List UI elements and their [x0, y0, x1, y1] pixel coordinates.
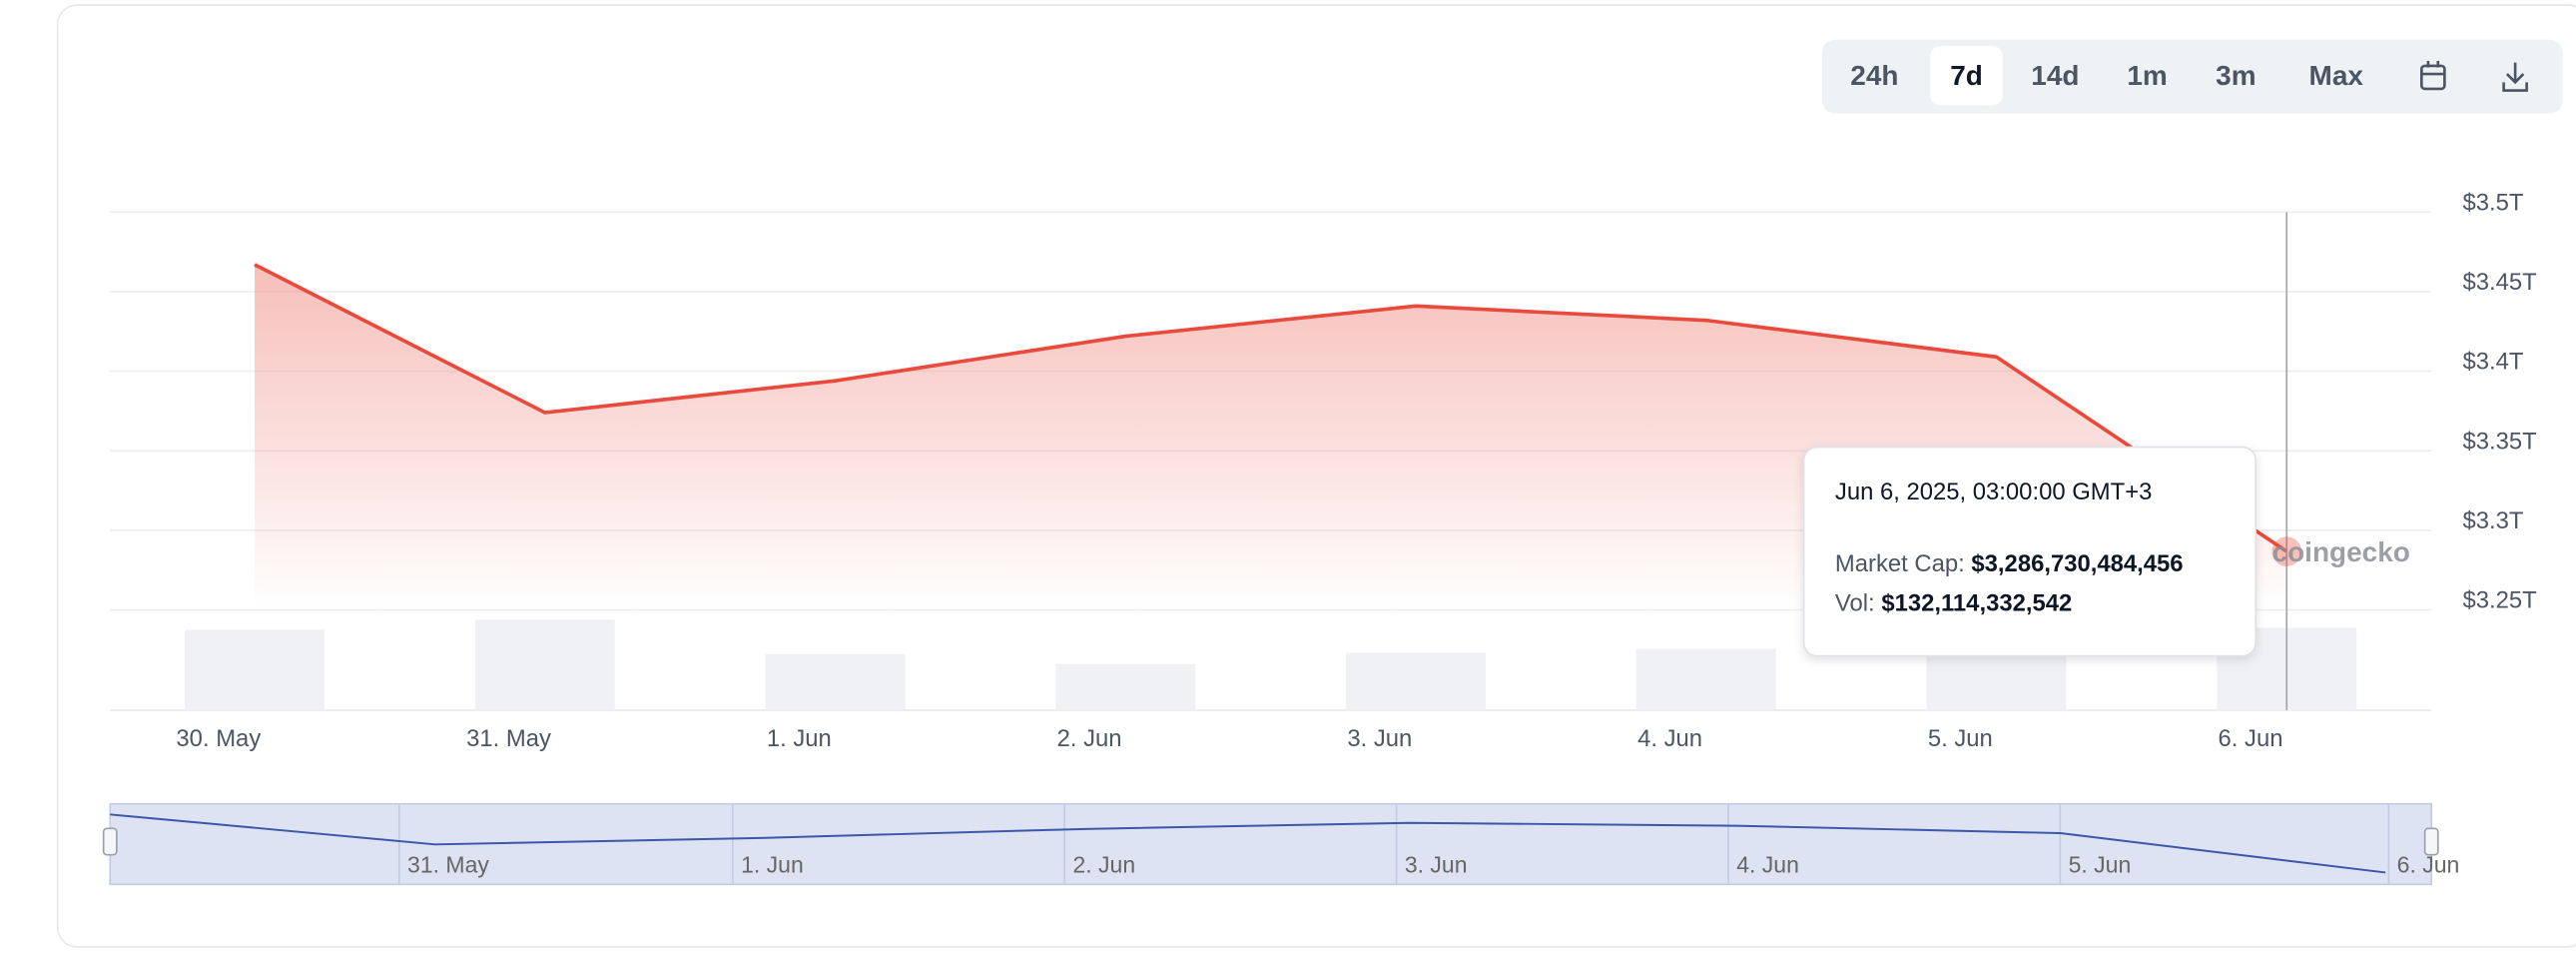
y-tick-label: $3.5T: [2462, 189, 2523, 216]
x-tick-label: 1. Jun: [767, 725, 832, 752]
x-tick-label: 31. May: [466, 725, 551, 752]
active-button-bg: [1930, 46, 2003, 106]
hover-point: [2271, 536, 2302, 566]
y-tick-label: $3.45T: [2462, 269, 2537, 296]
tooltip: [1802, 446, 2256, 657]
navigator-label: 2. Jun: [1072, 851, 1135, 877]
y-tick-label: $3.3T: [2462, 507, 2523, 534]
x-tick-label: 2. Jun: [1057, 725, 1122, 752]
navigator-label: 3. Jun: [1405, 851, 1468, 877]
x-tick-label: 6. Jun: [2219, 725, 2283, 752]
download-icon[interactable]: [2502, 62, 2528, 92]
tooltip-title: Jun 6, 2025, 03:00:00 GMT+3: [1835, 479, 2152, 505]
x-tick-label: 5. Jun: [1928, 725, 1993, 752]
range-button[interactable]: 24h: [1850, 60, 1898, 91]
volume-bar: [1635, 648, 1776, 710]
volume-bar: [765, 653, 906, 710]
volume-bar: [185, 629, 324, 710]
range-selector: [1821, 39, 2563, 114]
tooltip-value: $3,286,730,484,456: [1971, 550, 2183, 577]
volume-bar: [1055, 663, 1196, 710]
tooltip-label: Market Cap:: [1835, 550, 1965, 577]
volume-bar: [474, 619, 615, 710]
tooltip-label: Vol:: [1835, 590, 1875, 617]
y-tick-label: $3.35T: [2462, 428, 2537, 455]
volume-bar: [1346, 652, 1486, 710]
range-button[interactable]: 14d: [2031, 60, 2079, 91]
range-button[interactable]: 1m: [2127, 60, 2167, 91]
navigator-handle[interactable]: [102, 827, 118, 856]
range-button[interactable]: 3m: [2216, 60, 2255, 91]
area: [255, 264, 2287, 610]
watermark: coingecko: [2272, 536, 2410, 567]
navigator-handle[interactable]: [2423, 827, 2439, 856]
range-button[interactable]: 7d: [1950, 60, 1983, 91]
y-tick-label: $3.4T: [2462, 349, 2523, 376]
navigator-label: 4. Jun: [1736, 851, 1799, 877]
navigator-label: 6. Jun: [2397, 851, 2460, 877]
navigator-label: 1. Jun: [741, 851, 804, 877]
line: [254, 263, 2288, 553]
x-tick-label: 3. Jun: [1347, 725, 1412, 752]
x-tick-label: 4. Jun: [1637, 725, 1702, 752]
navigator-line: [110, 813, 2386, 874]
tooltip-value: $132,114,332,542: [1881, 590, 2072, 617]
calendar-icon[interactable]: [2420, 60, 2446, 91]
navigator-label: 5. Jun: [2069, 851, 2132, 877]
y-tick-label: $3.25T: [2462, 587, 2537, 614]
navigator-label: 31. May: [407, 851, 489, 877]
range-button[interactable]: Max: [2309, 60, 2364, 91]
x-tick-label: 30. May: [176, 725, 261, 752]
tooltip-row: Vol: $132,114,332,542: [1835, 590, 2072, 617]
tooltip-row: Market Cap: $3,286,730,484,456: [1835, 550, 2184, 577]
